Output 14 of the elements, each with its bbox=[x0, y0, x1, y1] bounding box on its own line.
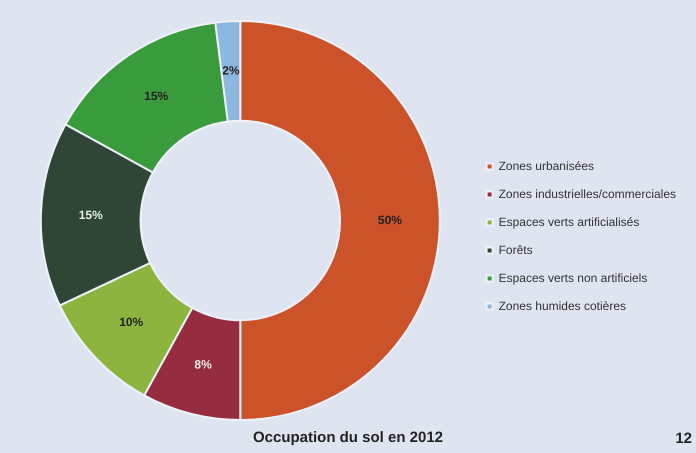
data-label: 15% bbox=[144, 89, 169, 104]
text: Occupation du sol en 2012 bbox=[252, 429, 444, 446]
legend-label: Espaces verts artificialisés bbox=[498, 214, 640, 229]
data-label: 2% bbox=[222, 63, 240, 78]
legend-label: Zones industrielles/commerciales bbox=[498, 186, 676, 201]
legend-label: Zones urbanisées bbox=[498, 158, 594, 173]
data-label: 10% bbox=[119, 315, 144, 330]
legend-label: Espaces verts non artificiels bbox=[498, 270, 648, 285]
data-label: 50% bbox=[378, 212, 402, 227]
legend-label: Zones humides cotières bbox=[498, 298, 626, 313]
legend-label: Forêts bbox=[498, 242, 533, 257]
text: 12 bbox=[675, 430, 692, 447]
data-label: 15% bbox=[78, 208, 104, 222]
data-label: 8% bbox=[194, 358, 212, 372]
